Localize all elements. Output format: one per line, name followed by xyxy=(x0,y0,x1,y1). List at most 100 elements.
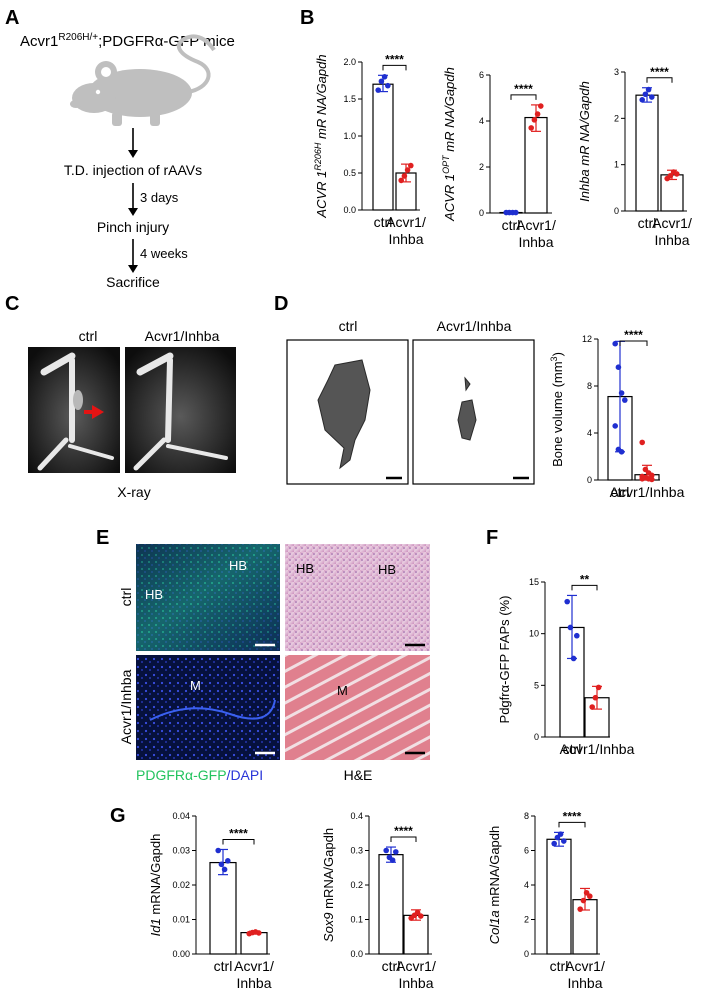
y-tick-label: 1.0 xyxy=(343,131,356,141)
x-category-label: ctrl xyxy=(214,958,233,974)
label-hb: HB xyxy=(378,562,396,577)
x-category-label: ctrl xyxy=(374,214,393,230)
significance-bracket xyxy=(646,77,673,83)
y-tick-label: 0.3 xyxy=(350,846,363,856)
data-point xyxy=(622,397,628,403)
data-point xyxy=(595,684,602,691)
y-tick-label: 8 xyxy=(587,381,592,391)
y-tick-label: 12 xyxy=(582,334,592,344)
y-tick-label: 0.5 xyxy=(343,168,356,178)
y-tick-label: 2.0 xyxy=(343,57,356,67)
bar xyxy=(546,838,572,955)
x-category-label: ctrl xyxy=(563,741,582,757)
data-point xyxy=(534,111,541,117)
y-tick-label: 4 xyxy=(524,880,529,890)
row-label-treated: Acvr1/Inhba xyxy=(118,669,134,744)
data-point xyxy=(221,866,228,873)
y-axis-label: Pdgfrα-GFP FAPs (%) xyxy=(497,596,512,724)
x-category-label: ctrl xyxy=(638,215,657,231)
y-axis-label: Inhba mR NA/Gapdh xyxy=(577,81,592,202)
significance-bracket xyxy=(619,340,648,346)
significance-bracket xyxy=(222,838,255,845)
label-hb: HB xyxy=(296,561,314,576)
x-category-label: Inhba xyxy=(567,975,602,991)
data-point xyxy=(255,930,262,936)
x-category-label: Acvr1/ xyxy=(516,217,556,233)
x-category-label: Acvr1/ xyxy=(565,958,605,974)
y-tick-label: 2 xyxy=(614,113,619,123)
y-axis-label: Sox9 mRNA/Gapdh xyxy=(321,828,336,942)
bar xyxy=(378,854,404,955)
xray-caption: X-ray xyxy=(117,484,150,500)
data-point xyxy=(667,172,674,179)
data-point xyxy=(378,78,385,85)
significance-label: **** xyxy=(624,328,643,342)
data-point xyxy=(649,476,655,483)
data-point xyxy=(612,340,618,347)
data-point xyxy=(375,87,382,93)
y-tick-label: 6 xyxy=(479,70,484,80)
xray-col-ctrl: ctrl xyxy=(79,328,98,344)
mouse-model-label: Acvr1R206H/+;PDGFRα-GFP mice xyxy=(20,32,235,50)
data-point xyxy=(218,861,225,868)
data-point xyxy=(389,857,396,863)
data-point xyxy=(528,125,534,131)
y-axis-label: Bone volume (mm3) xyxy=(549,352,565,467)
x-category-label: ctrl xyxy=(550,958,569,974)
data-point xyxy=(645,86,652,93)
y-tick-label: 0.1 xyxy=(350,915,363,925)
data-point xyxy=(589,704,595,710)
caption-he: H&E xyxy=(344,767,373,783)
panel-d-microct: ctrl Acvr1/Inhba xyxy=(286,318,535,485)
interval-3-days: 3 days xyxy=(140,190,179,205)
data-point xyxy=(642,91,649,98)
x-category-label: Acvr1/Inhba xyxy=(560,741,635,757)
bar xyxy=(372,83,394,211)
data-point xyxy=(615,364,622,371)
x-category-label: Acvr1/ xyxy=(652,215,692,231)
x-category-label: ctrl xyxy=(611,484,630,500)
data-point xyxy=(381,74,388,80)
x-category-label: Inhba xyxy=(388,231,423,247)
data-point xyxy=(674,171,680,177)
data-point xyxy=(418,913,424,919)
panel-e-histology: HB HB HB HB M M ctrl Acvr1/Inhba PDGFRα-… xyxy=(118,544,430,783)
significance-bracket xyxy=(390,836,417,843)
data-point xyxy=(574,632,580,639)
x-category-label: Acvr1/ xyxy=(386,214,426,230)
significance-bracket xyxy=(571,584,598,591)
significance-bracket xyxy=(510,94,537,100)
panel-label-b: B xyxy=(300,7,314,29)
data-point xyxy=(408,162,414,169)
panel-label-e: E xyxy=(96,527,109,549)
panel-label-c: C xyxy=(5,293,19,315)
y-axis-label: ACVR 1OPT mR NA/Gapdh xyxy=(441,67,457,222)
panel-label-a: A xyxy=(5,7,19,29)
y-tick-label: 3 xyxy=(614,67,619,77)
data-point xyxy=(639,439,645,446)
y-tick-label: 0 xyxy=(587,475,592,485)
x-category-label: Inhba xyxy=(654,232,689,248)
caption-gfp-dapi: PDGFRα-GFP/DAPI xyxy=(136,767,263,783)
data-point xyxy=(587,893,593,900)
data-point xyxy=(383,847,390,854)
data-point xyxy=(225,858,231,864)
y-tick-label: 4 xyxy=(479,116,484,126)
significance-label: **** xyxy=(650,65,669,79)
y-tick-label: 0.02 xyxy=(172,880,190,890)
data-point xyxy=(577,906,583,912)
data-point xyxy=(612,423,618,429)
y-tick-label: 0 xyxy=(614,206,619,216)
label-m: M xyxy=(337,683,348,698)
data-point xyxy=(564,598,570,605)
bar xyxy=(240,932,268,955)
y-tick-label: 0 xyxy=(534,732,539,742)
step-sacrifice: Sacrifice xyxy=(106,274,160,290)
y-tick-label: 1 xyxy=(614,160,619,170)
xray-bones-treated xyxy=(133,352,228,471)
data-point xyxy=(561,838,567,844)
